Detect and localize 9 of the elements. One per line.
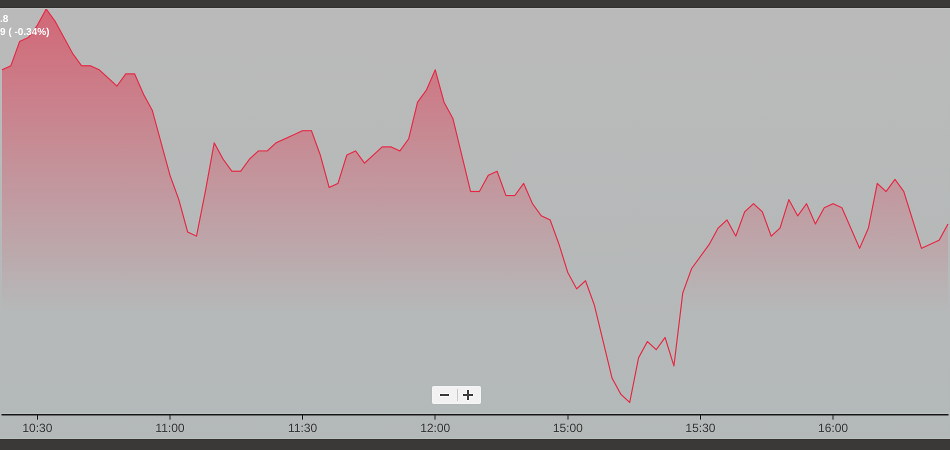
x-tick-label: 16:00 bbox=[818, 421, 848, 436]
x-tick-label: 10:30 bbox=[22, 421, 53, 436]
x-tick-label: 15:00 bbox=[552, 421, 584, 436]
x-tick-label: 11:30 bbox=[288, 421, 318, 436]
x-tick-label: 12:00 bbox=[420, 421, 451, 436]
annotation: .8 bbox=[0, 14, 9, 25]
annotation: 9 ( -0.34%) bbox=[0, 26, 50, 38]
x-tick-label: 11:00 bbox=[155, 421, 185, 436]
x-tick-label: 15:30 bbox=[685, 421, 716, 436]
